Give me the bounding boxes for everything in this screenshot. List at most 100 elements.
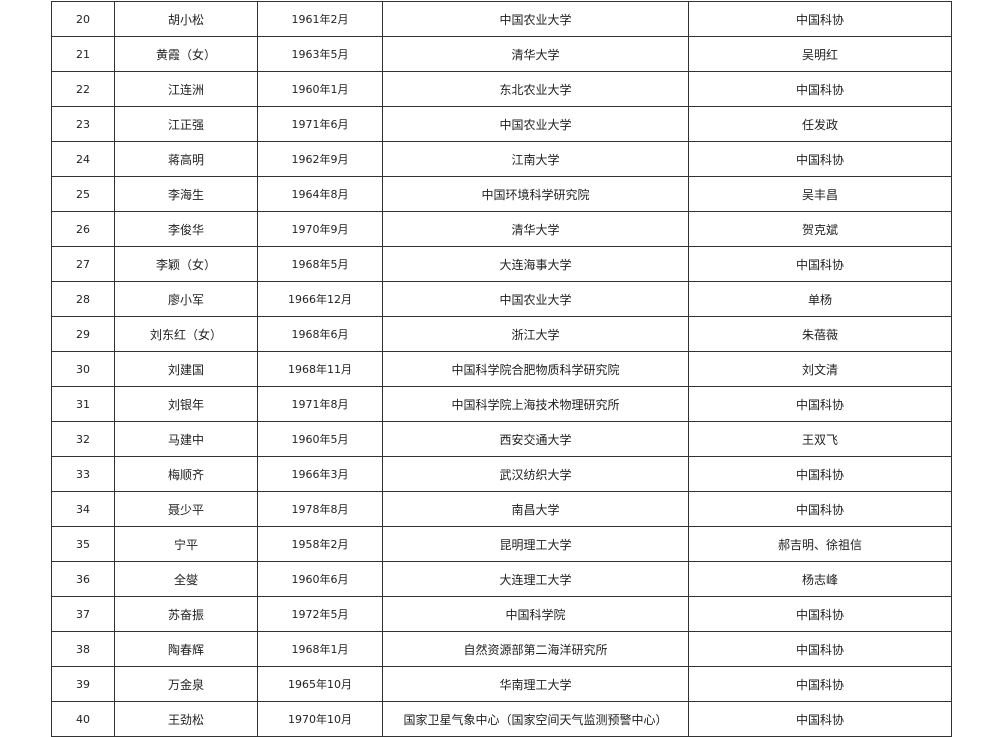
birth-date-cell: 1965年10月 bbox=[257, 666, 383, 702]
name-cell: 李海生 bbox=[114, 176, 258, 212]
index-cell: 34 bbox=[51, 491, 115, 527]
index-cell: 33 bbox=[51, 456, 115, 492]
institution-cell: 大连理工大学 bbox=[382, 561, 689, 597]
table-row: 31 刘银年 1971年8月 中国科学院上海技术物理研究所 中国科协 bbox=[51, 386, 952, 422]
index-cell: 32 bbox=[51, 421, 115, 457]
index-cell: 31 bbox=[51, 386, 115, 422]
table-row: 24 蒋高明 1962年9月 江南大学 中国科协 bbox=[51, 141, 952, 177]
index-cell: 28 bbox=[51, 281, 115, 317]
birth-date-cell: 1968年5月 bbox=[257, 246, 383, 282]
index-cell: 30 bbox=[51, 351, 115, 387]
birth-date-cell: 1958年2月 bbox=[257, 526, 383, 562]
institution-cell: 西安交通大学 bbox=[382, 421, 689, 457]
table-row: 26 李俊华 1970年9月 清华大学 贺克斌 bbox=[51, 211, 952, 247]
birth-date-cell: 1963年5月 bbox=[257, 36, 383, 72]
index-cell: 24 bbox=[51, 141, 115, 177]
birth-date-cell: 1971年8月 bbox=[257, 386, 383, 422]
name-cell: 江正强 bbox=[114, 106, 258, 142]
institution-cell: 中国科学院上海技术物理研究所 bbox=[382, 386, 689, 422]
name-cell: 蒋高明 bbox=[114, 141, 258, 177]
birth-date-cell: 1960年5月 bbox=[257, 421, 383, 457]
nominator-cell: 王双飞 bbox=[688, 421, 952, 457]
institution-cell: 浙江大学 bbox=[382, 316, 689, 352]
name-cell: 马建中 bbox=[114, 421, 258, 457]
index-cell: 26 bbox=[51, 211, 115, 247]
index-cell: 38 bbox=[51, 631, 115, 667]
birth-date-cell: 1970年10月 bbox=[257, 701, 383, 737]
nominator-cell: 中国科协 bbox=[688, 701, 952, 737]
table-row: 38 陶春辉 1968年1月 自然资源部第二海洋研究所 中国科协 bbox=[51, 631, 952, 667]
institution-cell: 自然资源部第二海洋研究所 bbox=[382, 631, 689, 667]
nominator-cell: 郝吉明、徐祖信 bbox=[688, 526, 952, 562]
name-cell: 宁平 bbox=[114, 526, 258, 562]
birth-date-cell: 1971年6月 bbox=[257, 106, 383, 142]
birth-date-cell: 1966年12月 bbox=[257, 281, 383, 317]
table-body: 20 胡小松 1961年2月 中国农业大学 中国科协 21 黄霞（女） 1963年5月 清华大学… bbox=[51, 1, 952, 737]
name-cell: 聂少平 bbox=[114, 491, 258, 527]
institution-cell: 中国农业大学 bbox=[382, 1, 689, 37]
table-row: 22 江连洲 1960年1月 东北农业大学 中国科协 bbox=[51, 71, 952, 107]
nominator-cell: 单杨 bbox=[688, 281, 952, 317]
name-cell: 刘银年 bbox=[114, 386, 258, 422]
name-cell: 王劲松 bbox=[114, 701, 258, 737]
institution-cell: 武汉纺织大学 bbox=[382, 456, 689, 492]
table-row: 20 胡小松 1961年2月 中国农业大学 中国科协 bbox=[51, 1, 952, 37]
nominator-cell: 贺克斌 bbox=[688, 211, 952, 247]
index-cell: 40 bbox=[51, 701, 115, 737]
birth-date-cell: 1964年8月 bbox=[257, 176, 383, 212]
birth-date-cell: 1961年2月 bbox=[257, 1, 383, 37]
name-cell: 万金泉 bbox=[114, 666, 258, 702]
table-row: 33 梅顺齐 1966年3月 武汉纺织大学 中国科协 bbox=[51, 456, 952, 492]
institution-cell: 昆明理工大学 bbox=[382, 526, 689, 562]
name-cell: 陶春辉 bbox=[114, 631, 258, 667]
institution-cell: 国家卫星气象中心（国家空间天气监测预警中心） bbox=[382, 701, 689, 737]
index-cell: 35 bbox=[51, 526, 115, 562]
birth-date-cell: 1968年1月 bbox=[257, 631, 383, 667]
nominator-cell: 刘文清 bbox=[688, 351, 952, 387]
index-cell: 36 bbox=[51, 561, 115, 597]
institution-cell: 江南大学 bbox=[382, 141, 689, 177]
institution-cell: 清华大学 bbox=[382, 36, 689, 72]
name-cell: 廖小军 bbox=[114, 281, 258, 317]
name-cell: 胡小松 bbox=[114, 1, 258, 37]
name-cell: 黄霞（女） bbox=[114, 36, 258, 72]
birth-date-cell: 1962年9月 bbox=[257, 141, 383, 177]
table-row: 32 马建中 1960年5月 西安交通大学 王双飞 bbox=[51, 421, 952, 457]
nominator-cell: 中国科协 bbox=[688, 596, 952, 632]
table-row: 28 廖小军 1966年12月 中国农业大学 单杨 bbox=[51, 281, 952, 317]
institution-cell: 中国农业大学 bbox=[382, 281, 689, 317]
institution-cell: 南昌大学 bbox=[382, 491, 689, 527]
index-cell: 37 bbox=[51, 596, 115, 632]
index-cell: 23 bbox=[51, 106, 115, 142]
nominator-cell: 中国科协 bbox=[688, 631, 952, 667]
table-row: 27 李颖（女） 1968年5月 大连海事大学 中国科协 bbox=[51, 246, 952, 282]
nominator-cell: 中国科协 bbox=[688, 141, 952, 177]
name-cell: 梅顺齐 bbox=[114, 456, 258, 492]
institution-cell: 中国科学院合肥物质科学研究院 bbox=[382, 351, 689, 387]
index-cell: 25 bbox=[51, 176, 115, 212]
birth-date-cell: 1968年6月 bbox=[257, 316, 383, 352]
nominator-cell: 中国科协 bbox=[688, 491, 952, 527]
birth-date-cell: 1960年1月 bbox=[257, 71, 383, 107]
index-cell: 29 bbox=[51, 316, 115, 352]
name-cell: 苏奋振 bbox=[114, 596, 258, 632]
table-row: 36 全燮 1960年6月 大连理工大学 杨志峰 bbox=[51, 561, 952, 597]
nominator-cell: 朱蓓薇 bbox=[688, 316, 952, 352]
table-row: 39 万金泉 1965年10月 华南理工大学 中国科协 bbox=[51, 666, 952, 702]
birth-date-cell: 1972年5月 bbox=[257, 596, 383, 632]
nominator-cell: 中国科协 bbox=[688, 1, 952, 37]
nominator-cell: 中国科协 bbox=[688, 246, 952, 282]
table-row: 29 刘东红（女） 1968年6月 浙江大学 朱蓓薇 bbox=[51, 316, 952, 352]
name-cell: 刘建国 bbox=[114, 351, 258, 387]
nominator-cell: 吴明红 bbox=[688, 36, 952, 72]
institution-cell: 中国环境科学研究院 bbox=[382, 176, 689, 212]
nominator-cell: 中国科协 bbox=[688, 456, 952, 492]
institution-cell: 中国科学院 bbox=[382, 596, 689, 632]
candidate-table: 20 胡小松 1961年2月 中国农业大学 中国科协 21 黄霞（女） 1963年5月 清华大学… bbox=[51, 1, 952, 737]
table-row: 30 刘建国 1968年11月 中国科学院合肥物质科学研究院 刘文清 bbox=[51, 351, 952, 387]
index-cell: 27 bbox=[51, 246, 115, 282]
nominator-cell: 任发政 bbox=[688, 106, 952, 142]
birth-date-cell: 1978年8月 bbox=[257, 491, 383, 527]
index-cell: 39 bbox=[51, 666, 115, 702]
name-cell: 刘东红（女） bbox=[114, 316, 258, 352]
